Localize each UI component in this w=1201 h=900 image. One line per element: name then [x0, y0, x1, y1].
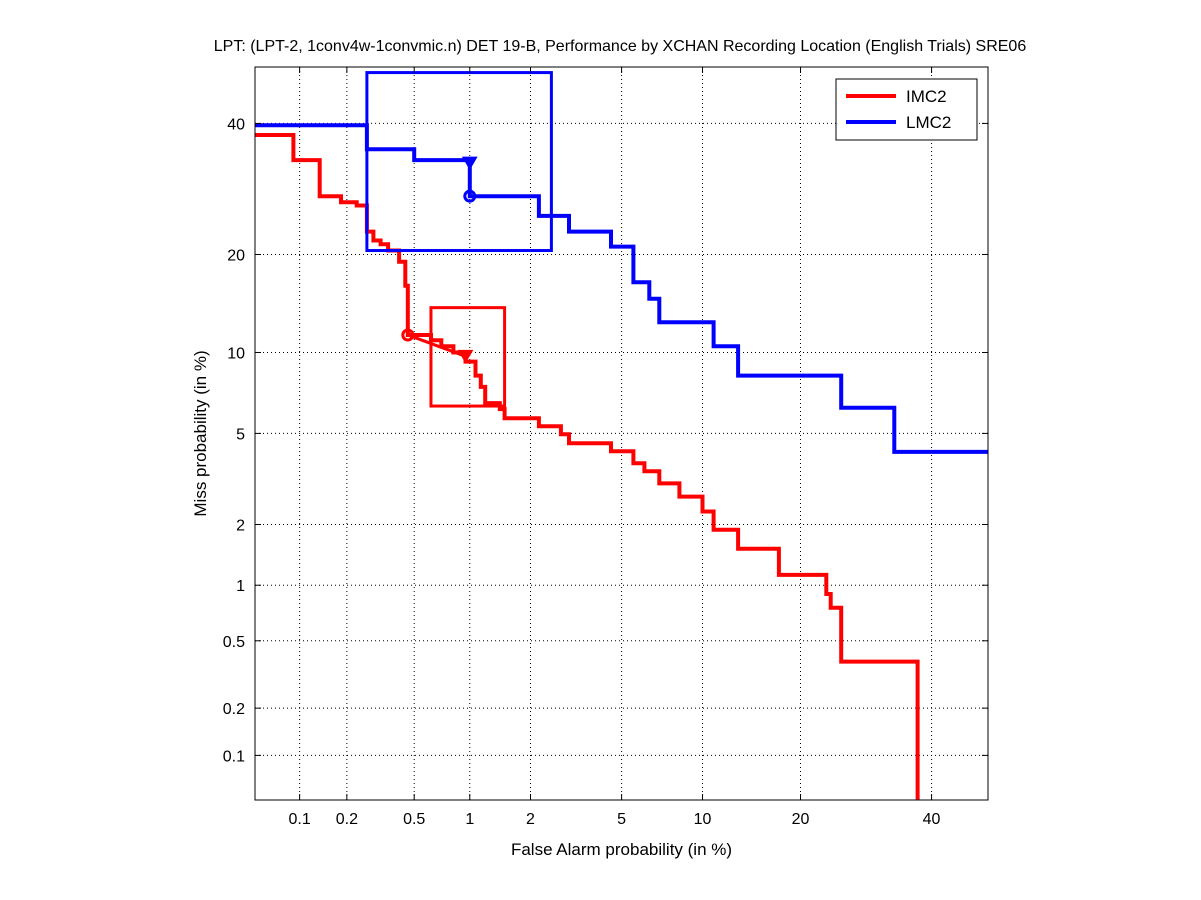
x-tick-label: 40	[923, 811, 941, 828]
x-tick-label: 0.1	[288, 811, 310, 828]
x-tick-label: 0.2	[336, 811, 358, 828]
series-lmc2	[255, 71, 988, 454]
legend-box	[835, 78, 978, 141]
y-tick-label: 10	[227, 345, 245, 362]
y-tick-label: 0.1	[223, 748, 245, 765]
min-dcf-marker	[461, 156, 478, 171]
x-tick-label: 1	[465, 811, 474, 828]
min-dcf-marker	[457, 349, 474, 364]
x-tick-label: 0.5	[403, 811, 425, 828]
chart-title: LPT: (LPT-2, 1conv4w-1convmic.n) DET 19-…	[214, 38, 1027, 55]
x-tick-label: 5	[617, 811, 626, 828]
operating-point-connector	[407, 333, 467, 358]
confidence-box-lmc2	[365, 71, 553, 253]
series-imc2	[255, 133, 920, 800]
y-tick-label: 0.2	[223, 701, 245, 718]
legend-label-imc2: IMC2	[906, 87, 947, 106]
y-tick-label: 5	[236, 426, 245, 443]
x-tick-label: 10	[694, 811, 712, 828]
y-tick-label: 0.5	[223, 634, 245, 651]
x-tick-label: 20	[792, 811, 810, 828]
ticks: 0.1 0.2 0.5 1 2 5 10 20 40 0.1 0.2 0.5 1 2 5 10 20 40	[223, 67, 988, 828]
series-layer	[255, 71, 988, 800]
legend-label-lmc2: LMC2	[906, 113, 951, 132]
det-curve-lmc2	[255, 123, 988, 454]
y-axis-label: Miss probability (in %)	[191, 350, 210, 516]
x-axis-label: False Alarm probability (in %)	[511, 840, 732, 859]
x-tick-label: 2	[526, 811, 535, 828]
y-tick-label: 40	[227, 116, 245, 133]
legend: IMC2 LMC2	[835, 78, 978, 141]
det-curve-imc2	[255, 133, 920, 800]
y-tick-label: 20	[227, 247, 245, 264]
actual-decision-marker	[401, 328, 415, 342]
y-tick-label: 1	[236, 578, 245, 595]
confidence-box-imc2	[429, 306, 507, 408]
actual-decision-marker	[463, 189, 477, 203]
y-tick-label: 2	[236, 517, 245, 534]
